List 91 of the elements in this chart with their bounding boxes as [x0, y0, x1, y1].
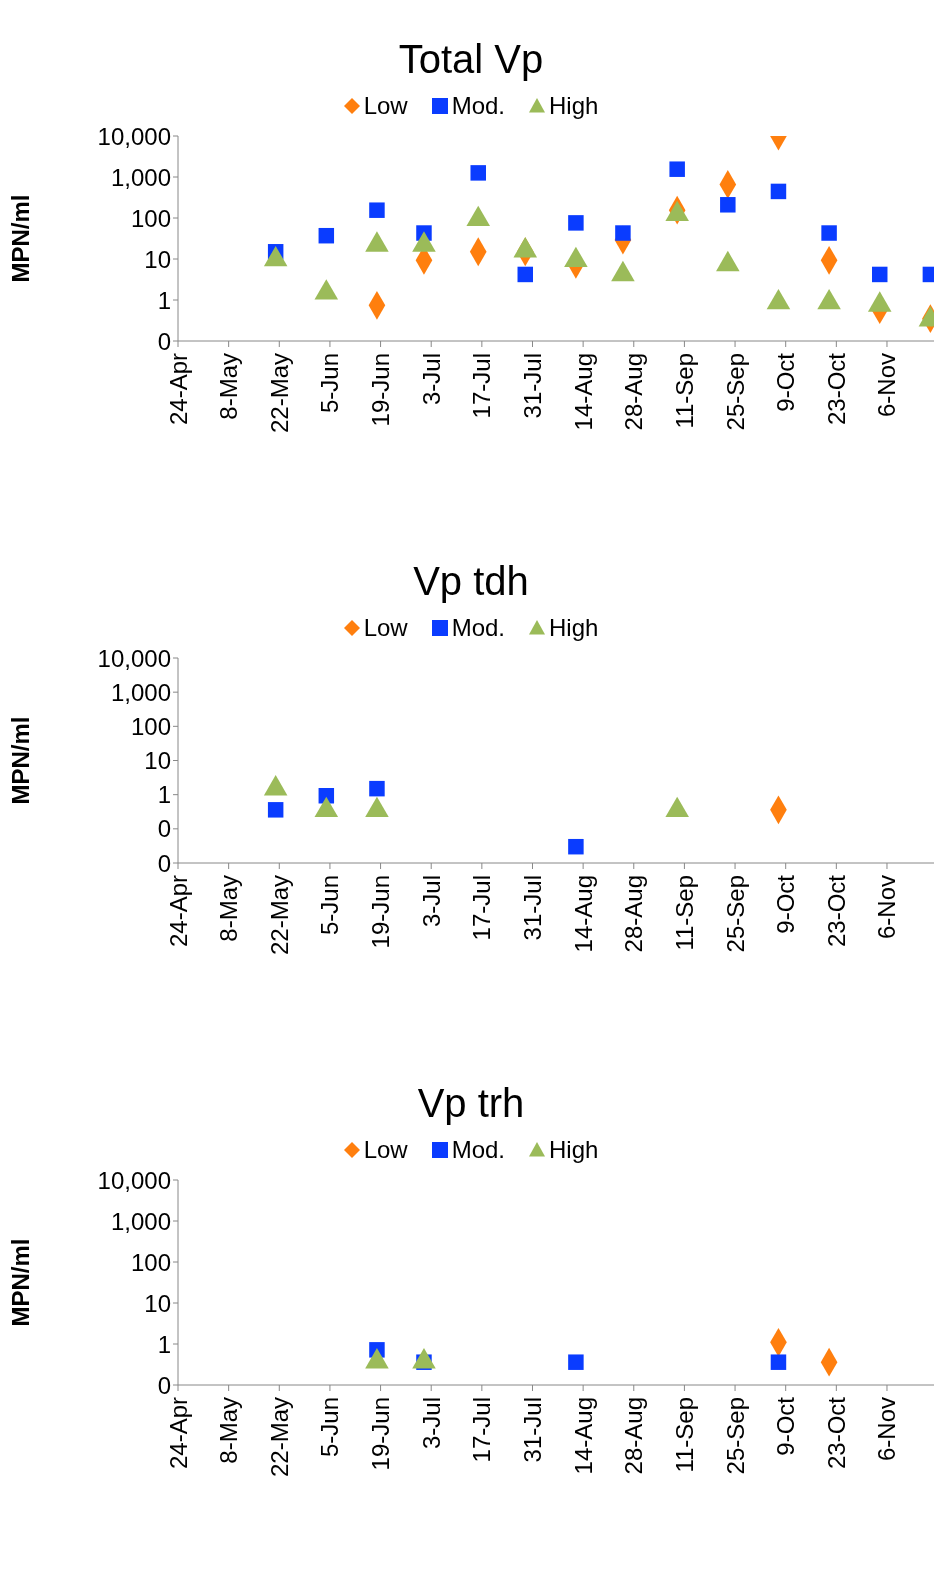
y-tick-label: 1 — [157, 1330, 171, 1358]
y-tick-label: 0 — [157, 815, 171, 843]
legend-label: High — [548, 92, 599, 120]
point — [470, 165, 486, 181]
point — [568, 215, 584, 231]
point — [318, 227, 335, 244]
x-tick-label: 17-Jul — [468, 353, 496, 419]
x-tick-label: 24-Apr — [164, 1397, 192, 1470]
x-tick-label: 6-Nov — [873, 1397, 901, 1462]
x-tick-label: 5-Jun — [316, 1397, 344, 1458]
y-tick-label: 1,000 — [110, 678, 171, 706]
point — [669, 161, 685, 177]
y-tick-label: 100 — [130, 204, 171, 232]
x-tick-label: 31-Jul — [518, 1397, 546, 1463]
x-tick-label: 19-Jun — [367, 1397, 395, 1471]
x-tick-label: 3-Jul — [417, 353, 445, 406]
x-tick-label: 14-Aug — [569, 875, 597, 953]
point — [517, 266, 533, 283]
x-tick-label: 11-Sep — [670, 875, 698, 951]
x-tick-label: 9-Oct — [772, 1396, 800, 1456]
x-tick-label: 6-Nov — [873, 353, 901, 418]
x-tick-label: 14-Aug — [569, 1397, 597, 1475]
legend-label: High — [548, 1136, 599, 1164]
y-tick-label: 10,000 — [97, 122, 171, 150]
x-tick-label: 5-Jun — [316, 875, 344, 936]
x-tick-label: 11-Sep — [670, 1397, 698, 1473]
point — [369, 202, 385, 218]
x-tick-label: 8-May — [215, 875, 243, 942]
x-tick-label: 19-Jun — [367, 353, 395, 427]
legend-label: Mod. — [450, 92, 506, 120]
x-tick-label: 22-May — [265, 875, 293, 956]
x-tick-label: 25-Sep — [721, 353, 749, 431]
y-tick-label: 100 — [130, 1248, 171, 1276]
y-tick-label: 1 — [157, 781, 171, 809]
x-tick-label: 3-Jul — [417, 875, 445, 928]
x-tick-label: 3-Jul — [417, 1397, 445, 1450]
y-tick-label: 10 — [144, 245, 171, 273]
x-tick-label: 28-Aug — [620, 1397, 648, 1475]
y-tick-label: 0 — [157, 1371, 171, 1399]
y-axis-title: MPN/ml — [6, 716, 34, 805]
x-tick-label: 17-Jul — [468, 875, 496, 941]
x-tick-label: 19-Jun — [367, 875, 395, 949]
y-tick-label: 100 — [130, 712, 171, 740]
legend-label: Low — [362, 92, 408, 120]
x-tick-label: 28-Aug — [620, 353, 648, 431]
x-tick-label: 17-Jul — [468, 1397, 496, 1463]
x-tick-label: 9-Oct — [772, 352, 800, 412]
x-tick-label: 31-Jul — [518, 353, 546, 419]
legend-label: Mod. — [450, 614, 506, 642]
x-tick-label: 22-May — [265, 1397, 293, 1478]
point — [872, 266, 888, 283]
x-tick-label: 31-Jul — [518, 875, 546, 941]
x-tick-label: 24-Apr — [164, 353, 192, 426]
legend-label: Low — [362, 1136, 408, 1164]
x-tick-label: 11-Sep — [670, 353, 698, 429]
point — [568, 1354, 584, 1370]
chart-title: Vp tdh — [412, 558, 530, 605]
y-axis-title: MPN/ml — [6, 1238, 34, 1327]
x-tick-label: 8-May — [215, 1397, 243, 1464]
x-tick-label: 25-Sep — [721, 1397, 749, 1475]
x-tick-label: 6-Nov — [873, 875, 901, 940]
legend-label: Low — [362, 614, 408, 642]
y-axis-title: MPN/ml — [6, 194, 34, 283]
point — [720, 197, 736, 213]
y-tick-label: 10,000 — [97, 1166, 171, 1194]
chart-title: Vp trh — [416, 1080, 526, 1127]
x-tick-label: 8-May — [215, 353, 243, 420]
x-tick-label: 23-Oct — [822, 874, 850, 948]
x-tick-label: 22-May — [265, 353, 293, 434]
y-tick-label: 10,000 — [97, 644, 171, 672]
y-tick-label: 10 — [144, 747, 171, 775]
x-tick-label: 23-Oct — [822, 1396, 850, 1470]
y-tick-label: 0 — [157, 327, 171, 355]
y-tick-label: 1 — [157, 286, 171, 314]
x-tick-label: 28-Aug — [620, 875, 648, 953]
x-tick-label: 23-Oct — [822, 352, 850, 426]
x-tick-label: 14-Aug — [569, 353, 597, 431]
chart-title: Total Vp — [397, 36, 545, 83]
point — [821, 225, 837, 241]
x-tick-label: 9-Oct — [772, 874, 800, 934]
y-tick-label: 0 — [157, 849, 171, 877]
x-tick-label: 25-Sep — [721, 875, 749, 953]
point — [770, 1354, 787, 1370]
x-tick-label: 5-Jun — [316, 353, 344, 414]
x-tick-label: 24-Apr — [164, 875, 192, 948]
y-tick-label: 10 — [144, 1289, 171, 1317]
y-tick-label: 1,000 — [110, 1207, 171, 1235]
y-tick-label: 1,000 — [110, 163, 171, 191]
legend-label: Mod. — [450, 1136, 506, 1164]
legend-label: High — [548, 614, 599, 642]
point — [770, 183, 787, 200]
